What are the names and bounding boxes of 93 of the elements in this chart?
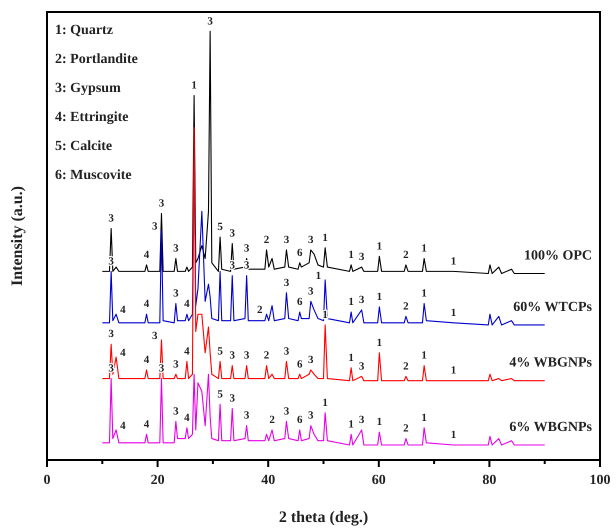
x-tick-label: 20 [150,473,165,488]
annotation: 1 [322,232,328,244]
series-label: 100% OPC [524,248,592,264]
x-tick-label: 40 [261,473,276,488]
annotation: 2 [264,234,270,246]
x-tick-label: 0 [44,473,50,488]
annotation: 3 [173,358,180,370]
annotation: 1 [450,428,456,441]
series-label: 4% WBGNPs [509,356,593,371]
annotation: 1 [450,255,456,268]
annotation: 3 [244,410,250,422]
annotation: 3 [284,345,290,358]
annotation: 6 [296,246,303,259]
annotation: 1 [421,350,427,362]
annotation: 1 [450,306,456,319]
annotation: 5 [217,345,224,358]
annotation: 6 [296,296,303,308]
annotation: 1 [376,336,382,349]
annotation: 2 [403,248,410,261]
x-tick-label: 80 [482,473,496,488]
annotation: 1 [322,308,328,321]
y-axis-title: Intensity (a.u.) [9,186,26,286]
annotation: 3 [108,328,114,340]
annotation: 2 [403,360,410,372]
x-tick-label: 100 [590,473,610,488]
annotation: 1 [322,396,328,409]
x-tick-label: 60 [372,473,386,488]
annotation: 2 [403,300,410,312]
annotation: 3 [173,288,180,300]
annotation: 4 [144,418,150,430]
annotation: 4 [144,354,150,366]
annotation: 6 [296,358,303,370]
annotation: 4 [184,345,190,358]
annotation: 2 [257,304,264,316]
annotation: 1: Quartz [55,23,113,38]
annotation: 4 [120,420,126,432]
annotation: 3 [308,354,314,366]
annotation: 3 [152,330,158,342]
annotation: 1 [348,352,354,364]
annotation: 3 [108,212,114,224]
annotation: 3 [358,294,365,306]
annotation: 5 [217,221,224,234]
annotation: 1 [348,248,354,261]
annotation: 3 [284,276,290,289]
series-label: 6% WBGNPs [509,420,593,435]
annotation: 3 [158,197,165,210]
annotation: 3 [308,285,314,298]
annotation: 3 [173,405,180,418]
annotation: 1 [421,412,427,424]
annotation: 3 [230,228,236,240]
annotation: 1 [376,416,382,428]
annotation: 2 [269,414,276,426]
annotation: 1 [348,296,354,308]
annotation: 6 [296,414,303,426]
annotation: 3 [284,405,290,418]
annotation: 3 [308,410,314,422]
annotation: 1 [376,240,382,252]
annotation: 2 [264,350,270,362]
annotation: 3: Gypsum [55,81,122,96]
annotation: 4 [184,412,190,424]
annotation: 3 [308,234,314,246]
annotation: 3 [230,350,236,362]
annotation: 1 [376,290,382,303]
annotation: 3 [230,260,236,272]
annotation: 5 [217,388,224,400]
annotation: 1 [348,418,354,430]
annotation: 5: Calcite [55,139,112,154]
annotation: 4 [144,248,150,261]
annotation: 2: Portlandite [55,52,138,67]
annotation: 6: Muscovite [55,168,132,183]
annotation: 4: Ettringite [55,110,128,125]
annotation: 1 [421,288,427,300]
annotation: 3 [284,234,290,246]
series-label: 60% WTCPs [513,300,593,315]
annotation: 1 [316,270,322,282]
annotation: 3 [244,350,250,362]
annotation: 3 [358,251,365,264]
annotation: 4 [184,298,190,310]
annotation: 3 [358,414,365,426]
x-axis-title: 2 theta (deg.) [278,509,368,526]
annotation: 3 [152,220,158,233]
annotation: 2 [403,422,410,435]
annotation: 1 [191,80,197,92]
annotation: 4 [120,347,126,360]
annotation: 3 [230,392,236,405]
annotation: 1 [421,242,427,255]
annotation: 3 [207,15,214,28]
annotation: 1 [450,364,456,377]
annotation: 4 [144,298,150,310]
annotation: 3 [173,242,180,255]
annotation: 3 [358,360,365,372]
annotation: 4 [120,304,126,316]
annotation: 3 [244,242,250,255]
